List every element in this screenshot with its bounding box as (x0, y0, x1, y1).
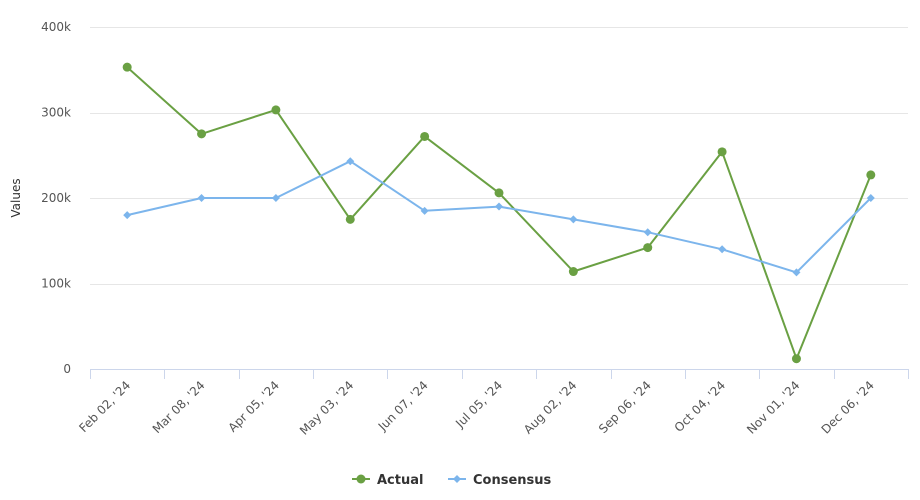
data-point-actual[interactable] (494, 188, 504, 198)
legend-label: Actual (377, 473, 423, 488)
legend-item-consensus[interactable]: Consensus (448, 473, 552, 488)
data-point-consensus[interactable] (643, 228, 652, 237)
y-tick-label: 100k (41, 277, 71, 291)
series-line-actual (126, 66, 872, 360)
x-tick-label: Nov 01, '24 (744, 378, 802, 436)
y-axis-tick-labels: 0 100k 200k 300k 400k (41, 20, 71, 376)
data-point-consensus[interactable] (123, 211, 132, 220)
x-tick-label: May 03, '24 (297, 378, 356, 437)
data-point-actual[interactable] (420, 131, 430, 141)
data-point-consensus[interactable] (792, 268, 801, 277)
data-point-consensus[interactable] (569, 215, 578, 224)
data-point-consensus[interactable] (346, 157, 355, 166)
x-tick-label: Oct 04, '24 (672, 378, 729, 435)
data-point-actual[interactable] (643, 243, 653, 253)
data-point-consensus[interactable] (197, 194, 206, 202)
data-point-actual[interactable] (791, 354, 801, 364)
data-point-actual[interactable] (122, 62, 132, 72)
x-tick-label: Apr 05, '24 (225, 378, 282, 435)
x-tick-label: Jun 07, '24 (375, 378, 431, 434)
legend-item-actual[interactable]: Actual (352, 473, 423, 488)
x-tick-label: Aug 02, '24 (521, 378, 579, 436)
data-point-consensus[interactable] (495, 202, 503, 211)
x-tick-label: Mar 08, '24 (150, 378, 208, 436)
x-axis-ticks (90, 369, 909, 379)
data-point-consensus[interactable] (866, 194, 875, 202)
x-tick-label: Sep 06, '24 (596, 378, 654, 436)
data-point-consensus[interactable] (420, 206, 429, 215)
legend-label: Consensus (473, 473, 552, 488)
y-tick-label: 400k (41, 20, 71, 34)
data-point-consensus[interactable] (271, 194, 280, 202)
x-tick-label: Jul 05, '24 (452, 378, 505, 431)
x-axis-tick-labels: Feb 02, '24 Mar 08, '24 Apr 05, '24 May 03,… (76, 378, 877, 437)
legend-marker-icon (356, 474, 366, 484)
data-point-actual[interactable] (717, 147, 727, 157)
data-point-actual[interactable] (271, 105, 281, 115)
data-point-actual[interactable] (866, 170, 876, 180)
series-lines (126, 66, 872, 360)
data-point-consensus[interactable] (718, 245, 727, 254)
legend: Actual Consensus (352, 473, 552, 488)
data-point-actual[interactable] (345, 214, 355, 224)
grid-lines (90, 27, 908, 285)
legend-marker-icon (453, 475, 461, 483)
data-point-actual[interactable] (197, 129, 207, 139)
y-axis-title: Values (9, 178, 23, 217)
y-tick-label: 0 (63, 362, 71, 376)
series-markers (122, 62, 876, 364)
x-tick-label: Feb 02, '24 (76, 378, 133, 435)
y-tick-label: 300k (41, 106, 71, 120)
data-point-actual[interactable] (568, 267, 578, 277)
y-tick-label: 200k (41, 191, 71, 205)
x-tick-label: Dec 06, '24 (819, 378, 877, 436)
